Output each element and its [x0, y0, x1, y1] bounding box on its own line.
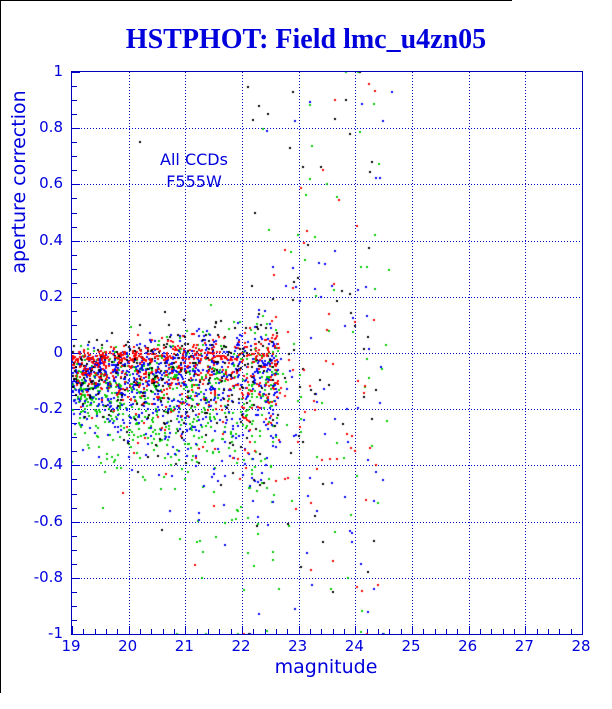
x-axis-title: magnitude [274, 656, 378, 678]
y-tick-label: 0 [53, 343, 63, 361]
chart-title: HSTPHOT: Field lmc_u4zn05 [125, 24, 487, 55]
y-tick-label: -1 [48, 624, 63, 642]
annotation-ccds: All CCDs [160, 150, 228, 169]
y-tick-label: -0.8 [33, 567, 63, 586]
x-tick-label: 21 [174, 637, 194, 655]
x-tick-label: 19 [61, 637, 81, 655]
x-tick-label: 28 [571, 637, 591, 655]
plot-area: All CCDs F555W [71, 71, 583, 635]
y-tick-label: -0.6 [33, 511, 63, 530]
y-tick-label: 0.2 [39, 286, 63, 305]
y-tick-label: 0.4 [39, 230, 63, 249]
y-tick-label: -0.2 [33, 399, 63, 418]
y-tick-label: 0.6 [39, 174, 63, 193]
y-tick-label: 0.8 [39, 118, 63, 137]
page-edge-left [0, 0, 1, 693]
x-tick-label: 25 [401, 637, 421, 655]
y-tick-label: -0.4 [33, 455, 63, 474]
tick tick-x [582, 626, 583, 634]
x-tick-label: 26 [458, 637, 478, 655]
annotation-filter: F555W [166, 172, 222, 191]
y-tick-label: 1 [53, 62, 63, 80]
x-tick-label: 20 [118, 637, 138, 655]
page-edge-top [0, 0, 512, 1]
tick tick-y [72, 634, 80, 635]
x-tick-label: 22 [231, 637, 251, 655]
x-tick-label: 23 [288, 637, 308, 655]
x-tick-label: 27 [514, 637, 534, 655]
scatter-points-canvas [72, 72, 582, 634]
x-tick-label: 24 [344, 637, 364, 655]
